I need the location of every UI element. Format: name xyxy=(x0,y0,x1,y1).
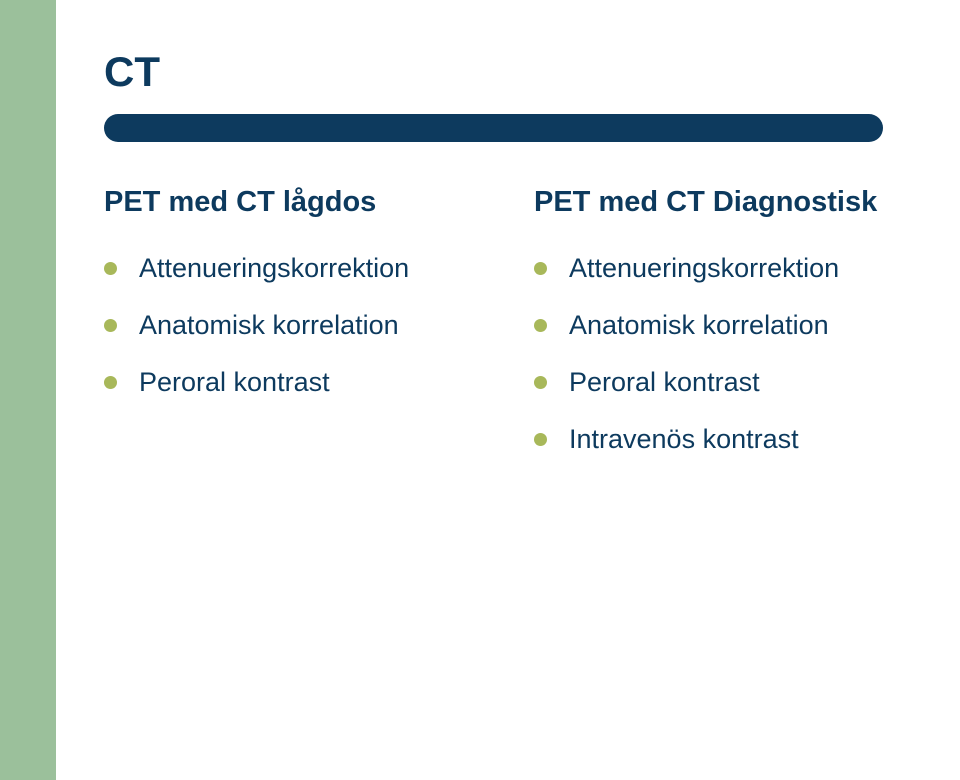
bullet-icon xyxy=(534,319,547,332)
item-label: Peroral kontrast xyxy=(139,367,330,398)
left-sidebar xyxy=(0,0,56,780)
right-heading: PET med CT Diagnostisk xyxy=(534,186,924,219)
bullet-icon xyxy=(104,262,117,275)
item-label: Anatomisk korrelation xyxy=(569,310,829,341)
bullet-icon xyxy=(104,319,117,332)
bullet-icon xyxy=(104,376,117,389)
list-item: Peroral kontrast xyxy=(534,367,924,398)
left-heading: PET med CT lågdos xyxy=(104,186,494,219)
item-label: Anatomisk korrelation xyxy=(139,310,399,341)
bullet-icon xyxy=(534,376,547,389)
page-title: CT xyxy=(104,48,924,96)
list-item: Intravenös kontrast xyxy=(534,424,924,455)
right-column: PET med CT Diagnostisk Attenueringskorre… xyxy=(534,186,924,481)
item-label: Attenueringskorrektion xyxy=(139,253,409,284)
left-column: PET med CT lågdos Attenueringskorrektion… xyxy=(104,186,494,481)
list-item: Attenueringskorrektion xyxy=(534,253,924,284)
slide-content: CT PET med CT lågdos Attenueringskorrekt… xyxy=(56,0,960,780)
list-item: Anatomisk korrelation xyxy=(534,310,924,341)
item-label: Peroral kontrast xyxy=(569,367,760,398)
title-underline-bar xyxy=(104,114,883,142)
item-label: Attenueringskorrektion xyxy=(569,253,839,284)
bullet-icon xyxy=(534,262,547,275)
columns-container: PET med CT lågdos Attenueringskorrektion… xyxy=(104,186,924,481)
bullet-icon xyxy=(534,433,547,446)
list-item: Anatomisk korrelation xyxy=(104,310,494,341)
right-list: Attenueringskorrektion Anatomisk korrela… xyxy=(534,253,924,455)
item-label: Intravenös kontrast xyxy=(569,424,799,455)
list-item: Attenueringskorrektion xyxy=(104,253,494,284)
list-item: Peroral kontrast xyxy=(104,367,494,398)
left-list: Attenueringskorrektion Anatomisk korrela… xyxy=(104,253,494,398)
